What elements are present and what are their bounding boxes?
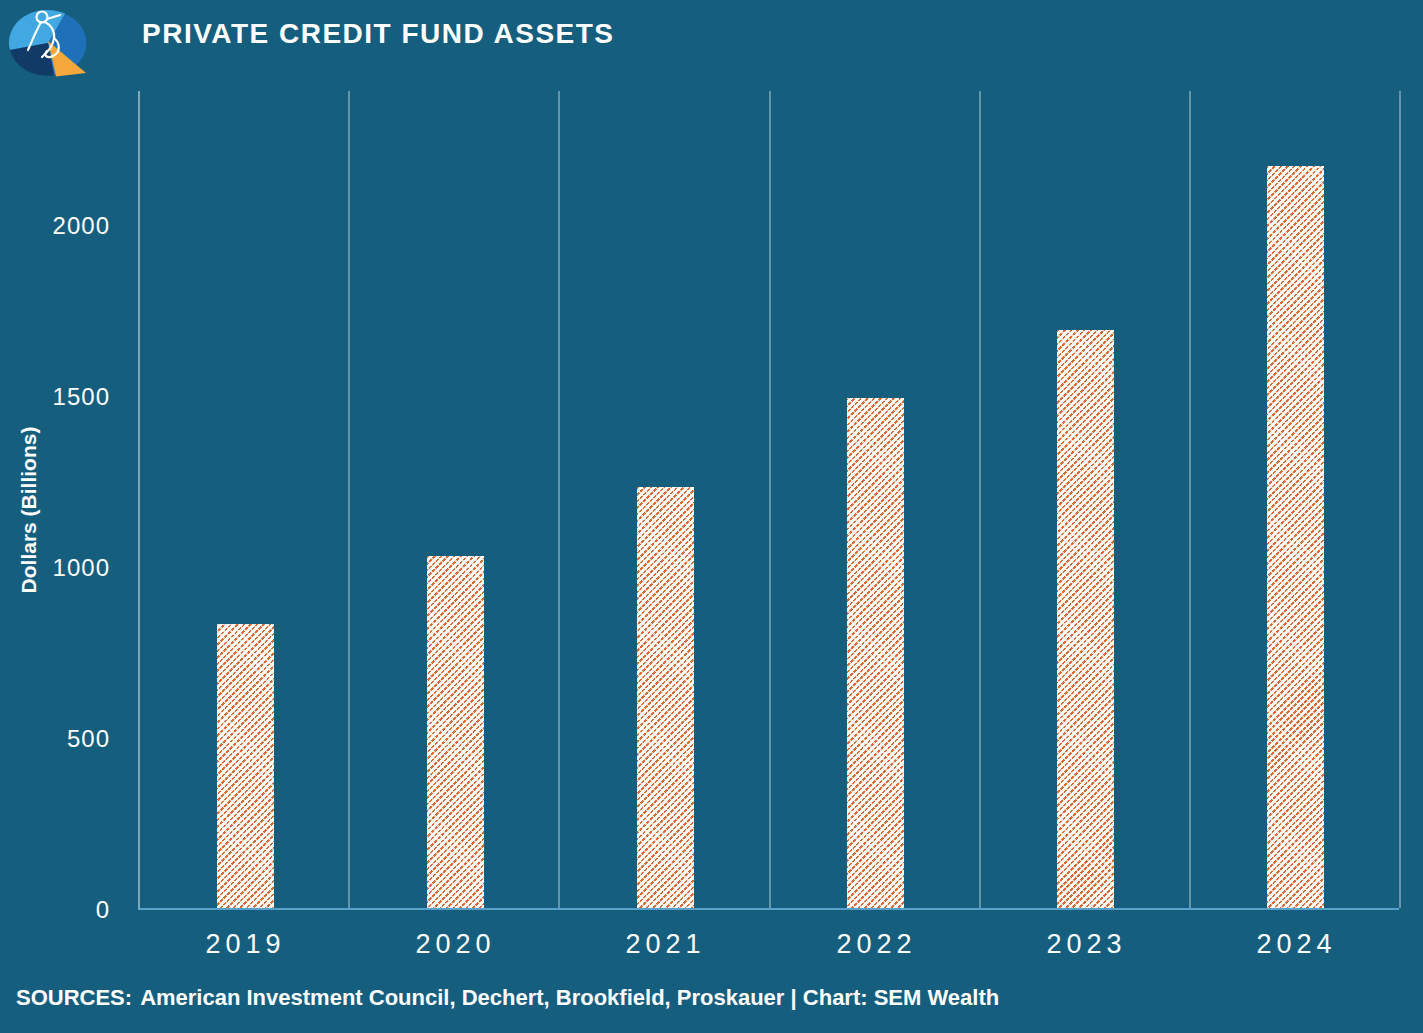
y-tick-label: 0 bbox=[0, 896, 110, 924]
y-tick-label: 1000 bbox=[0, 554, 110, 582]
source-line: SOURCES: American Investment Council, Dec… bbox=[16, 985, 999, 1011]
x-category-label: 2024 bbox=[1189, 928, 1399, 960]
bar-2021 bbox=[637, 487, 694, 908]
x-category-label: 2020 bbox=[348, 928, 558, 960]
chart-title: PRIVATE CREDIT FUND ASSETS bbox=[142, 18, 615, 50]
x-category-label: 2022 bbox=[769, 928, 979, 960]
y-tick-label: 2000 bbox=[0, 212, 110, 240]
x-category-label: 2023 bbox=[979, 928, 1189, 960]
vertical-gridline bbox=[979, 91, 981, 908]
vertical-gridline bbox=[769, 91, 771, 908]
vertical-gridline bbox=[1189, 91, 1191, 908]
vertical-gridline bbox=[348, 91, 350, 908]
bar-2024 bbox=[1267, 166, 1324, 908]
x-category-label: 2019 bbox=[138, 928, 348, 960]
bar-2022 bbox=[847, 398, 904, 908]
chart-canvas: PRIVATE CREDIT FUND ASSETS Dollars (Bill… bbox=[0, 0, 1423, 1033]
vertical-gridline bbox=[558, 91, 560, 908]
vertical-gridline bbox=[1399, 91, 1401, 908]
sources-label: SOURCES: bbox=[16, 985, 132, 1010]
plot-area bbox=[138, 91, 1399, 910]
sources-text: American Investment Council, Dechert, Br… bbox=[140, 985, 999, 1010]
bar-2019 bbox=[217, 624, 274, 908]
y-tick-label: 1500 bbox=[0, 383, 110, 411]
x-category-label: 2021 bbox=[558, 928, 768, 960]
bar-2020 bbox=[427, 556, 484, 908]
sem-wealth-logo-icon bbox=[4, 5, 92, 81]
bar-2023 bbox=[1057, 330, 1114, 908]
y-tick-label: 500 bbox=[0, 725, 110, 753]
